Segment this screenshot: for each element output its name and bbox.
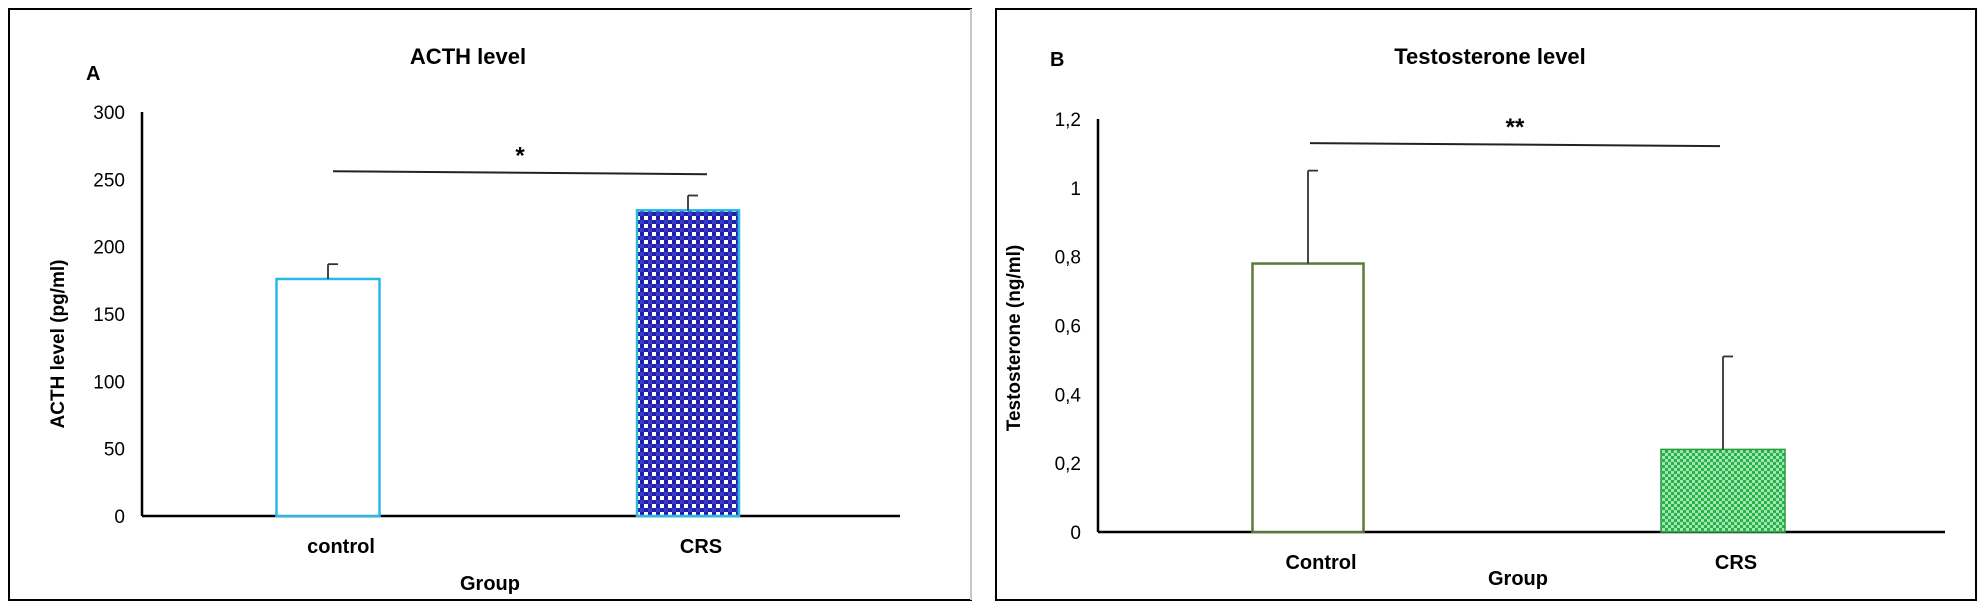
y-tick-label: 1,2 xyxy=(1055,110,1081,131)
panel-a-plot: 0 50 100 150 200 250 300 control CRS * xyxy=(93,103,900,558)
y-tick-label: 0 xyxy=(114,507,125,528)
panel-b-title: Testosterone level xyxy=(1394,44,1586,69)
y-tick-label: 150 xyxy=(93,305,125,326)
x-tick-label: CRS xyxy=(1715,552,1757,574)
y-tick-label: 0,6 xyxy=(1055,317,1081,338)
y-tick-label: 0,4 xyxy=(1055,385,1082,406)
panel-a-title: ACTH level xyxy=(410,44,526,69)
panel-b-ylabel: Testosterone (ng/ml) xyxy=(1004,245,1025,432)
y-tick-label: 1 xyxy=(1070,179,1081,200)
bar-control xyxy=(1251,262,1365,534)
panel-a-label: A xyxy=(86,63,100,85)
significance-marker: ** xyxy=(1506,114,1525,141)
y-tick-label: 0,8 xyxy=(1055,248,1081,269)
significance-marker: * xyxy=(515,142,525,169)
panel-b-plot: 0 0,2 0,4 0,6 0,8 1 1,2 Control CRS ** xyxy=(1055,110,1945,574)
y-tick-label: 50 xyxy=(104,440,125,461)
panel-b-xlabel: Group xyxy=(1488,568,1548,590)
bar-crs xyxy=(635,209,741,518)
panel-a-xlabel: Group xyxy=(460,573,520,595)
x-tick-label: CRS xyxy=(680,536,722,558)
y-tick-label: 0 xyxy=(1070,523,1081,544)
panel-b-label: B xyxy=(1050,49,1064,71)
x-tick-label: control xyxy=(307,536,375,558)
bar-control xyxy=(275,277,381,518)
bar-crs xyxy=(1660,448,1786,533)
significance-line xyxy=(1309,142,1721,148)
y-tick-label: 200 xyxy=(93,238,125,259)
x-tick-label: Control xyxy=(1285,552,1356,574)
y-tick-label: 100 xyxy=(93,372,125,393)
y-tick-label: 0,2 xyxy=(1055,454,1081,475)
y-tick-label: 300 xyxy=(93,103,125,124)
panel-a-frame xyxy=(8,8,972,601)
y-tick-label: 250 xyxy=(93,170,125,191)
panel-a-ylabel: ACTH level (pg/ml) xyxy=(48,260,69,429)
panel-b-frame xyxy=(995,8,1977,601)
significance-line xyxy=(332,170,708,176)
